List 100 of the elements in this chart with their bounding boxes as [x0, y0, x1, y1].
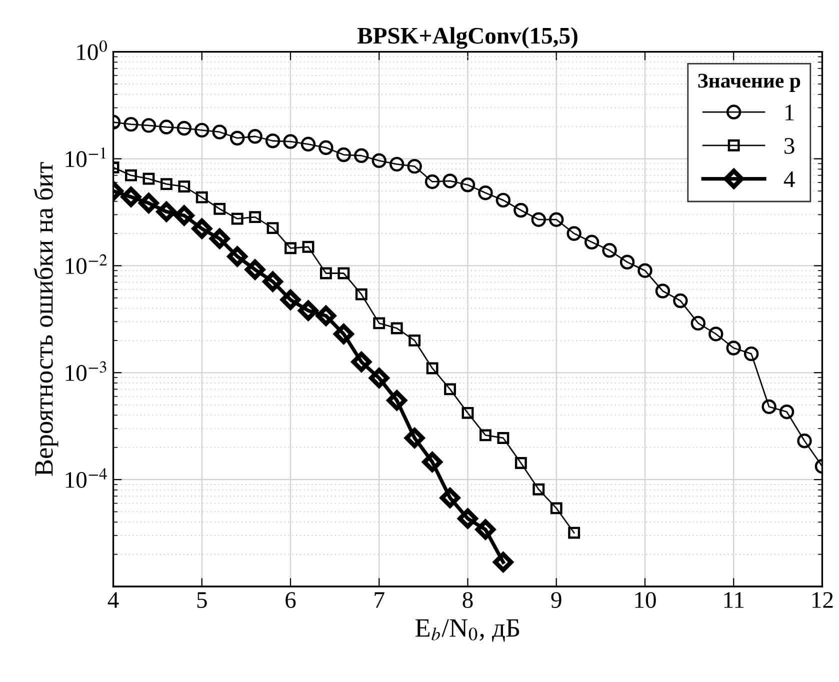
point — [655, 284, 670, 298]
y-tick-label: 10$^{−3}$ — [66, 361, 106, 381]
legend-label: 4 — [784, 171, 795, 188]
point — [514, 202, 528, 218]
point — [142, 172, 155, 185]
legend-title: Значение p — [698, 74, 800, 92]
point — [390, 322, 403, 334]
point — [248, 129, 262, 144]
point — [369, 368, 390, 388]
point — [351, 352, 372, 372]
y-tick-label: 10$^{−2}$ — [66, 254, 107, 274]
point — [620, 254, 635, 270]
point — [442, 174, 458, 188]
point — [336, 147, 352, 162]
point — [549, 212, 564, 227]
point — [231, 212, 244, 225]
x-tick-label: 9 — [551, 592, 562, 608]
point — [249, 211, 262, 224]
point — [514, 457, 527, 469]
point — [404, 428, 425, 448]
point — [532, 483, 545, 496]
point — [355, 288, 368, 300]
point — [194, 122, 210, 138]
point — [138, 193, 159, 214]
point — [497, 432, 510, 444]
point — [779, 404, 794, 420]
y-tick-label: 10$^{0}$ — [77, 40, 107, 60]
x-tick-label: 7 — [374, 592, 384, 608]
point — [475, 519, 496, 540]
legend-label: 3 — [784, 138, 794, 154]
point — [444, 383, 456, 396]
chart-title: BPSK+AlgConv(15,5) — [357, 27, 578, 49]
point — [690, 316, 706, 331]
point — [141, 118, 156, 133]
point — [460, 178, 476, 192]
point — [300, 136, 316, 152]
point — [354, 148, 369, 163]
point — [214, 202, 226, 215]
point — [210, 228, 230, 249]
point — [422, 452, 442, 472]
point — [584, 234, 600, 250]
point — [566, 226, 582, 241]
point — [386, 390, 407, 410]
point — [316, 306, 336, 326]
point — [192, 218, 212, 239]
point — [426, 362, 438, 374]
x-tick-label: 12 — [812, 592, 833, 608]
point — [302, 240, 314, 253]
point — [338, 267, 350, 280]
point — [318, 140, 334, 156]
point — [531, 212, 546, 227]
point — [178, 180, 190, 193]
point — [550, 502, 562, 514]
point — [638, 263, 652, 278]
point — [458, 508, 478, 529]
x-tick-label: 10 — [635, 592, 656, 608]
point — [762, 399, 776, 414]
point — [174, 205, 194, 226]
point — [227, 246, 248, 267]
point — [424, 174, 440, 190]
x-axis-title: E$_{b}$/N$_{0}$, дБ — [415, 619, 520, 642]
legend-label: 1 — [785, 104, 794, 120]
point — [478, 185, 493, 200]
point — [284, 242, 296, 254]
point — [479, 429, 492, 442]
point — [407, 158, 422, 174]
point — [176, 120, 192, 136]
point — [120, 186, 142, 207]
point — [212, 124, 227, 140]
y-axis-title: Вероятность ошибки на бит — [34, 162, 58, 476]
x-tick-label: 4 — [108, 592, 119, 608]
point — [196, 191, 208, 204]
y-tick-label: 10$^{−4}$ — [66, 468, 107, 488]
point — [159, 120, 174, 134]
point — [320, 267, 332, 280]
point — [797, 434, 812, 448]
point — [265, 134, 280, 148]
point — [744, 346, 759, 362]
point — [440, 488, 460, 508]
x-tick-label: 11 — [724, 592, 744, 608]
point — [462, 406, 474, 419]
point — [373, 317, 386, 330]
point — [726, 340, 741, 356]
point — [262, 272, 283, 292]
point — [372, 153, 386, 168]
point — [568, 526, 580, 539]
point — [389, 156, 404, 172]
x-tick-label: 8 — [462, 592, 473, 608]
point — [244, 259, 266, 280]
point — [673, 293, 688, 308]
x-tick-label: 6 — [286, 592, 296, 608]
x-tick-label: 5 — [197, 592, 207, 608]
point — [160, 178, 172, 190]
point — [156, 202, 177, 222]
point — [496, 192, 511, 208]
point — [230, 130, 245, 146]
point — [266, 222, 279, 234]
point — [602, 243, 617, 258]
point — [125, 169, 137, 182]
point — [408, 334, 421, 346]
